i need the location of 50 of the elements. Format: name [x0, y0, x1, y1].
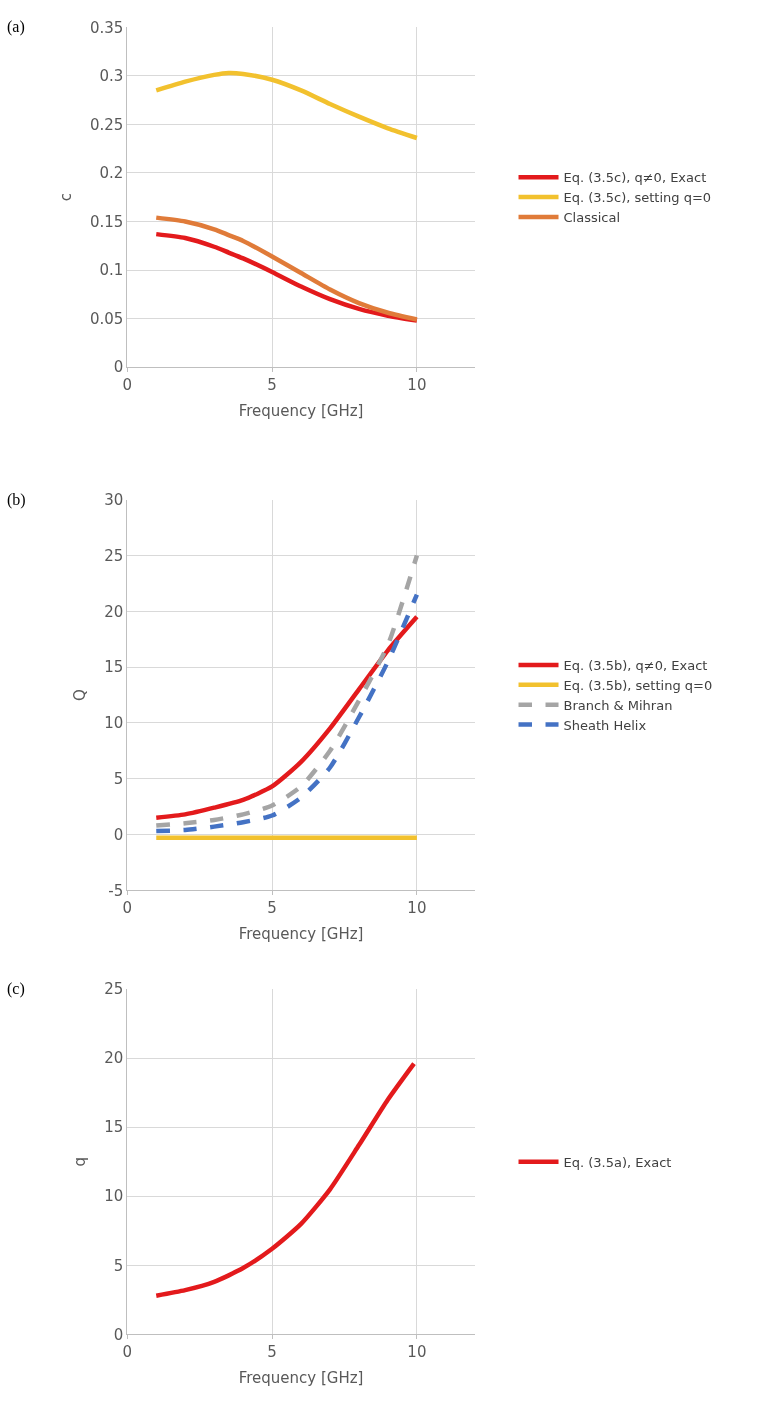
y-tick-label: 25 [104, 980, 124, 999]
y-tick-label: 20 [104, 602, 124, 621]
x-tick-label: 5 [267, 899, 277, 918]
x-tick-label: 10 [407, 376, 427, 395]
x-tick-label: 5 [267, 1343, 277, 1362]
y-tick-label: 25 [104, 546, 124, 565]
legend-label: Classical [563, 210, 621, 226]
y-tick-label: 0.2 [99, 164, 124, 183]
y-tick-label: 10 [104, 714, 124, 733]
chart-title: (b) [7, 491, 26, 509]
y-tick-label: 5 [113, 1256, 124, 1275]
y-axis-title: Q [71, 689, 90, 701]
line-series [154, 1061, 417, 1298]
line-series [154, 553, 420, 828]
x-tick-label: 5 [267, 376, 277, 395]
chart-title: (c) [7, 980, 25, 998]
chart-title: (a) [7, 18, 25, 36]
legend-label: Eq. (3.5c), q≠0, Exact [563, 170, 707, 186]
x-tick-label: 10 [407, 1343, 427, 1362]
y-axis-title: c [57, 193, 76, 202]
legend-label: Sheath Helix [563, 717, 647, 733]
x-tick-label: 10 [407, 899, 427, 918]
line-series [154, 215, 420, 322]
legend-label: Branch & Mihran [563, 697, 673, 713]
legend-label: Eq. (3.5c), setting q=0 [563, 190, 712, 206]
y-tick-label: 15 [104, 1118, 124, 1137]
legend-label: Eq. (3.5b), q≠0, Exact [563, 657, 708, 673]
x-axis-title: Frequency [GHz] [238, 1369, 364, 1388]
y-tick-label: 0 [113, 825, 124, 844]
y-tick-label: 0.05 [89, 309, 124, 328]
y-tick-label: 30 [104, 490, 124, 509]
y-tick-label: 0.25 [89, 115, 124, 134]
y-tick-label: -5 [108, 881, 124, 900]
y-tick-label: 0.35 [89, 18, 124, 37]
y-tick-label: 5 [113, 769, 124, 788]
y-axis-title: q [71, 1156, 90, 1167]
line-series [154, 70, 420, 141]
y-tick-label: 0 [113, 1325, 124, 1344]
y-tick-label: 0 [113, 358, 124, 377]
legend-label: Eq. (3.5b), setting q=0 [563, 677, 713, 693]
y-tick-label: 0.1 [99, 261, 124, 280]
y-tick-label: 0.15 [89, 212, 124, 231]
y-tick-label: 0.3 [99, 67, 124, 86]
line-series [154, 231, 420, 323]
x-axis-title: Frequency [GHz] [238, 402, 364, 421]
y-tick-label: 20 [104, 1049, 124, 1068]
y-tick-label: 10 [104, 1187, 124, 1206]
legend-label: Eq. (3.5a), Exact [563, 1154, 672, 1170]
x-axis-title: Frequency [GHz] [238, 925, 364, 944]
y-tick-label: 15 [104, 658, 124, 677]
